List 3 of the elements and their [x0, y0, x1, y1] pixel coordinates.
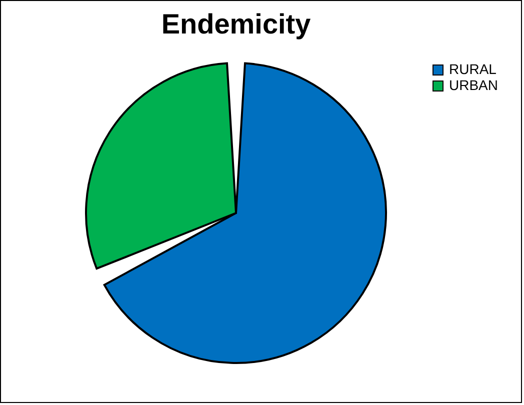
legend-label: URBAN: [449, 77, 498, 93]
chart-title: Endemicity: [161, 8, 312, 40]
legend-label: RURAL: [449, 61, 497, 77]
